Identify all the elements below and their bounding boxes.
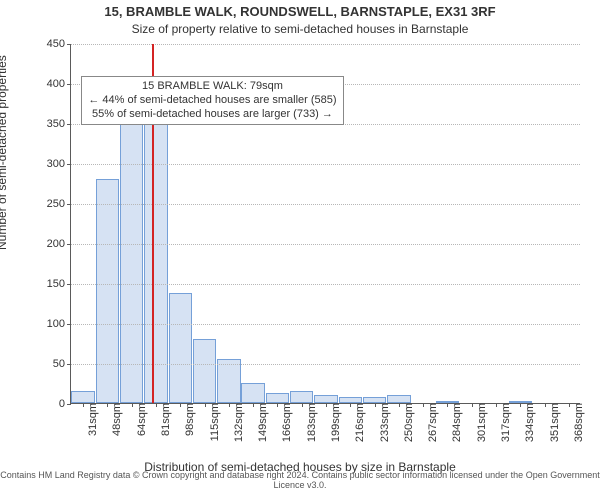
x-tick-label: 64sqm: [128, 403, 148, 436]
chart-subtitle: Size of property relative to semi-detach…: [0, 22, 600, 36]
x-tick-label: 183sqm: [298, 403, 318, 442]
x-tick-label: 81sqm: [152, 403, 172, 436]
y-tick-label: 400: [47, 78, 71, 90]
gridline: [71, 364, 580, 365]
histogram-bar: [96, 179, 120, 403]
annotation-line: 55% of semi-detached houses are larger (…: [88, 108, 336, 122]
chart-title: 15, BRAMBLE WALK, ROUNDSWELL, BARNSTAPLE…: [0, 4, 600, 19]
x-tick-label: 216sqm: [346, 403, 366, 442]
histogram-bar: [314, 395, 338, 403]
x-tick-label: 48sqm: [103, 403, 123, 436]
x-tick-label: 317sqm: [492, 403, 512, 442]
x-tick-label: 199sqm: [322, 403, 342, 442]
histogram-bar: [266, 393, 290, 403]
y-tick-label: 0: [59, 398, 71, 410]
y-tick-label: 350: [47, 118, 71, 130]
x-tick-label: 149sqm: [249, 403, 269, 442]
x-tick-label: 334sqm: [516, 403, 536, 442]
x-tick-label: 166sqm: [273, 403, 293, 442]
gridline: [71, 284, 580, 285]
y-tick-label: 450: [47, 38, 71, 50]
histogram-bar: [217, 359, 241, 403]
y-axis-label: Number of semi-detached properties: [0, 55, 9, 250]
histogram-bar: [169, 293, 193, 403]
gridline: [71, 244, 580, 245]
histogram-bar: [193, 339, 217, 403]
histogram-bar: [241, 383, 265, 403]
gridline: [71, 164, 580, 165]
property-size-chart: 15, BRAMBLE WALK, ROUNDSWELL, BARNSTAPLE…: [0, 0, 600, 500]
histogram-bar: [290, 391, 314, 403]
x-tick-label: 31sqm: [79, 403, 99, 436]
x-tick-label: 115sqm: [201, 403, 221, 441]
y-tick-label: 100: [47, 318, 71, 330]
annotation-line: ← 44% of semi-detached houses are smalle…: [88, 94, 336, 108]
copyright-text: Contains HM Land Registry data © Crown c…: [0, 470, 600, 490]
x-tick-label: 284sqm: [443, 403, 463, 442]
x-tick-label: 98sqm: [176, 403, 196, 436]
x-tick-label: 301sqm: [468, 403, 488, 442]
gridline: [71, 204, 580, 205]
plot-area: 05010015020025030035040045031sqm48sqm64s…: [70, 44, 580, 404]
gridline: [71, 44, 580, 45]
x-tick-label: 250sqm: [395, 403, 415, 442]
x-tick-label: 132sqm: [225, 403, 245, 442]
y-tick-label: 200: [47, 238, 71, 250]
x-tick-label: 368sqm: [565, 403, 585, 442]
histogram-bar: [120, 111, 144, 403]
annotation-line: 15 BRAMBLE WALK: 79sqm: [88, 80, 336, 94]
annotation-box: 15 BRAMBLE WALK: 79sqm← 44% of semi-deta…: [81, 76, 343, 125]
x-tick-label: 351sqm: [541, 403, 561, 442]
x-tick-label: 267sqm: [419, 403, 439, 442]
y-tick-label: 50: [53, 358, 71, 370]
histogram-bar: [387, 395, 411, 403]
y-tick-label: 250: [47, 198, 71, 210]
gridline: [71, 324, 580, 325]
y-tick-label: 150: [47, 278, 71, 290]
x-tick-label: 233sqm: [371, 403, 391, 442]
y-tick-label: 300: [47, 158, 71, 170]
histogram-bar: [71, 391, 95, 403]
